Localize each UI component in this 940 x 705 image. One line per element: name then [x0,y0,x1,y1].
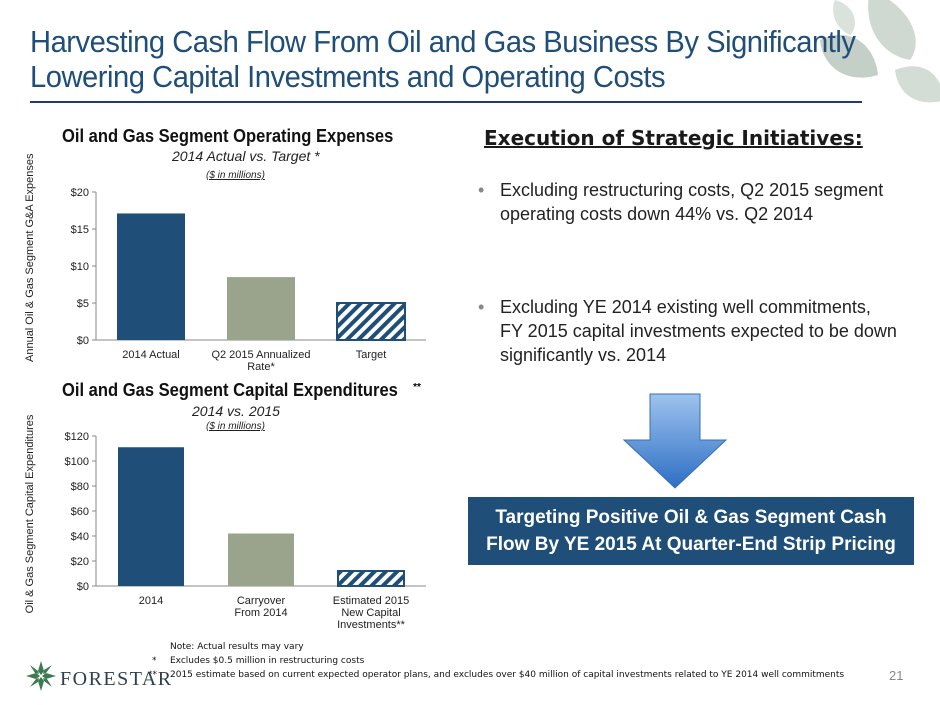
x-tick-label-line: 2014 Actual [122,349,180,361]
bar-2 [228,533,294,586]
capex-chart-title: Oil and Gas Segment Capital Expenditures [62,380,398,400]
capex-chart-units: ($ in millions) [206,421,265,432]
target-callout-line-2: Flow By YE 2015 At Quarter-End Strip Pri… [486,534,896,555]
x-tick-label: Estimated 2015 New Capital Investments** [333,595,409,631]
page-number: 21 [889,668,904,683]
y-tick-label: $10 [71,261,89,273]
opex-chart: $0 $5 $10 $15 $20 2014 Actual Q2 2015 Annualiz… [71,187,426,373]
opex-chart-subtitle: 2014 Actual vs. Target * [172,148,320,164]
page-title-line-1: Harvesting Cash Flow From Oil and Gas Bu… [30,24,856,59]
x-tick-label-line: Estimated 2015 [333,595,409,607]
x-tick-label-line: Carryover [237,595,286,607]
opex-chart-ylabel: Annual Oil & Gas Segment G&A Expenses [24,153,36,362]
capex-chart: $0 $20 $40 $60 $80 $100 $120 2014 Carryover From … [65,431,426,631]
footnote-star1-mark: * [152,656,157,666]
x-tick-label-line: Rate* [247,361,275,373]
execution-bullet-2-text: Excluding YE 2014 existing well commitme… [500,297,897,365]
bullet-dot: • [478,297,485,317]
leaves-decoration-icon [820,0,940,103]
target-callout-line-1: Targeting Positive Oil & Gas Segment Cas… [495,507,887,528]
y-tick-label: $80 [71,481,89,493]
footnote-star2: 2015 estimate based on current expected … [170,670,845,680]
x-tick-label-line: From 2014 [234,607,287,619]
x-tick-label: Carryover From 2014 [234,595,287,619]
opex-chart-units: ($ in millions) [206,170,265,181]
title-divider [30,101,862,103]
down-arrow-icon [622,393,728,489]
y-tick-label: $0 [77,581,89,593]
footnote-star2-mark: ** [148,670,157,680]
bar-3 [337,570,405,587]
page-title-line-2: Lowering Capital Investments and Operati… [30,59,666,94]
capex-chart-title-mark: ** [413,381,421,393]
capex-chart-subtitle: 2014 vs. 2015 [192,403,280,419]
capex-chart-ylabel: Oil & Gas Segment Capital Expenditures [24,414,36,614]
bar-2 [227,277,295,340]
capex-chart-title-wrap: Oil and Gas Segment Capital Expenditures… [62,380,421,401]
x-tick-label: Q2 2015 Annualized Rate* [211,349,310,373]
y-tick-label: $100 [65,456,89,468]
y-tick-label: $0 [77,335,89,347]
execution-bullet-1: • Excluding restructuring costs, Q2 2015… [478,178,898,226]
footnote-star1: Excludes $0.5 million in restructuring c… [170,656,365,666]
y-tick-label: $60 [71,506,89,518]
execution-bullet-1-text: Excluding restructuring costs, Q2 2015 s… [500,180,884,224]
y-tick-label: $120 [65,431,89,443]
y-tick-label: $20 [71,187,89,199]
x-tick-label-line: 2014 [139,595,163,607]
bar-1 [118,447,184,586]
bar-1 [117,213,185,340]
footnote-note: Note: Actual results may vary [170,642,304,652]
brand-wordmark: FORESTAR [60,668,173,690]
target-callout: Targeting Positive Oil & Gas Segment Cas… [468,497,914,565]
execution-heading: Execution of Strategic Initiatives: [484,126,863,150]
y-tick-label: $40 [71,531,89,543]
y-tick-label: $15 [71,224,89,236]
page-title: Harvesting Cash Flow From Oil and Gas Bu… [30,24,856,94]
x-tick-label-line: Target [356,349,387,361]
x-tick-label-line: New Capital [341,607,400,619]
x-tick-label: 2014 [139,595,163,607]
bar-3 [336,302,406,341]
opex-chart-title: Oil and Gas Segment Operating Expenses [62,126,394,146]
execution-bullet-2: • Excluding YE 2014 existing well commit… [478,295,898,367]
y-tick-label: $5 [77,298,89,310]
x-tick-label-line: Investments** [337,619,406,631]
x-tick-label-line: Q2 2015 Annualized [211,349,310,361]
forestar-logo-icon [26,661,56,691]
y-tick-label: $20 [71,556,89,568]
x-tick-label: 2014 Actual [122,349,180,361]
x-tick-label: Target [356,349,387,361]
bullet-dot: • [478,180,485,200]
